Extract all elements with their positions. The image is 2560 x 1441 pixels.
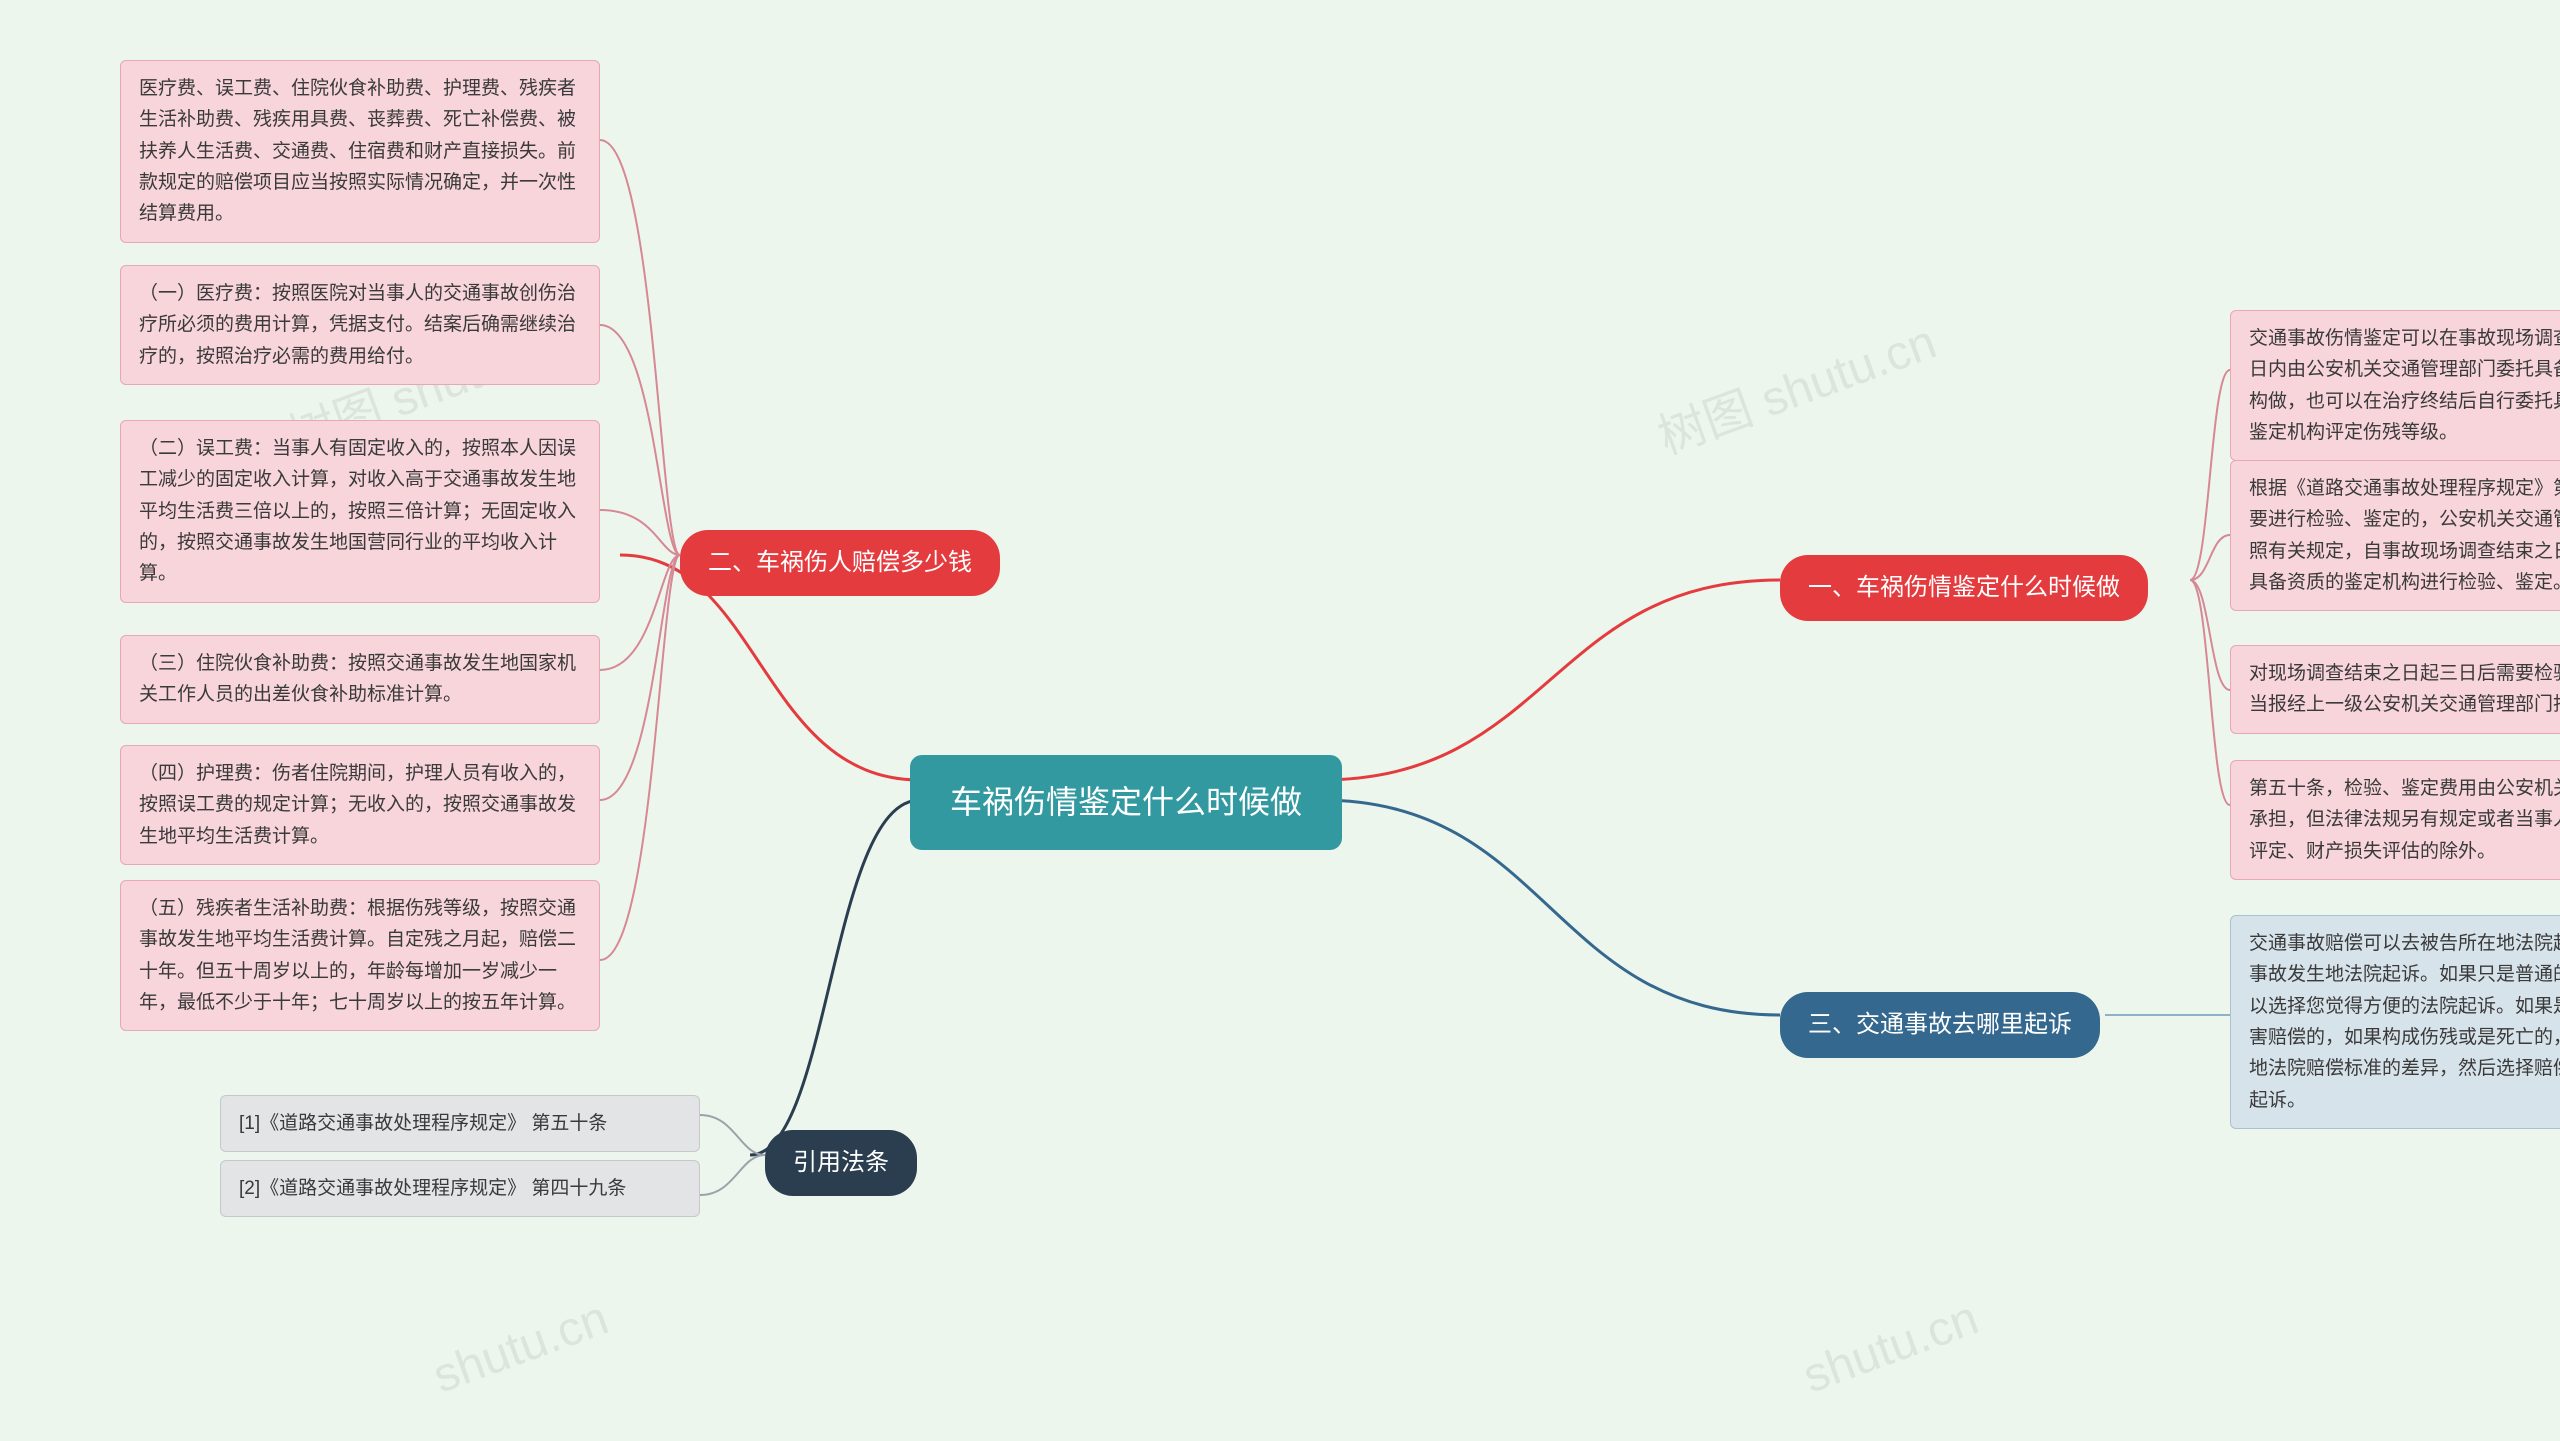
branch-2-leaf-5: （五）残疾者生活补助费：根据伤残等级，按照交通事故发生地平均生活费计算。自定残之…: [120, 880, 600, 1031]
branch-1-leaf-0: 交通事故伤情鉴定可以在事故现场调查结束之日起三日内由公安机关交通管理部门委托具备…: [2230, 310, 2560, 461]
branch-4-leaf-1: [2]《道路交通事故处理程序规定》 第四十九条: [220, 1160, 700, 1217]
branch-1-leaf-2: 对现场调查结束之日起三日后需要检验、鉴定的，应当报经上一级公安机关交通管理部门批…: [2230, 645, 2560, 734]
branch-4-leaf-0: [1]《道路交通事故处理程序规定》 第五十条: [220, 1095, 700, 1152]
branch-3-leaf-0: 交通事故赔偿可以去被告所在地法院起诉，也可以在事故发生地法院起诉。如果只是普通的…: [2230, 915, 2560, 1129]
watermark: shutu.cn: [426, 1291, 615, 1405]
branch-2[interactable]: 二、车祸伤人赔偿多少钱: [680, 530, 1000, 596]
watermark: 树图 shutu.cn: [1647, 302, 1944, 467]
branch-3[interactable]: 三、交通事故去哪里起诉: [1780, 992, 2100, 1058]
center-node[interactable]: 车祸伤情鉴定什么时候做: [910, 755, 1342, 850]
branch-2-leaf-3: （三）住院伙食补助费：按照交通事故发生地国家机关工作人员的出差伙食补助标准计算。: [120, 635, 600, 724]
branch-1[interactable]: 一、车祸伤情鉴定什么时候做: [1780, 555, 2148, 621]
branch-2-leaf-2: （二）误工费：当事人有固定收入的，按照本人因误工减少的固定收入计算，对收入高于交…: [120, 420, 600, 603]
branch-2-leaf-1: （一）医疗费：按照医院对当事人的交通事故创伤治疗所必须的费用计算，凭据支付。结案…: [120, 265, 600, 385]
branch-1-leaf-1: 根据《道路交通事故处理程序规定》第四十九条，需要进行检验、鉴定的，公安机关交通管…: [2230, 460, 2560, 611]
branch-1-leaf-3: 第五十条，检验、鉴定费用由公安机关交通管理部门承担，但法律法规另有规定或者当事人…: [2230, 760, 2560, 880]
branch-2-leaf-0: 医疗费、误工费、住院伙食补助费、护理费、残疾者生活补助费、残疾用具费、丧葬费、死…: [120, 60, 600, 243]
watermark: shutu.cn: [1796, 1291, 1985, 1405]
branch-4[interactable]: 引用法条: [765, 1130, 917, 1196]
branch-2-leaf-4: （四）护理费：伤者住院期间，护理人员有收入的，按照误工费的规定计算；无收入的，按…: [120, 745, 600, 865]
